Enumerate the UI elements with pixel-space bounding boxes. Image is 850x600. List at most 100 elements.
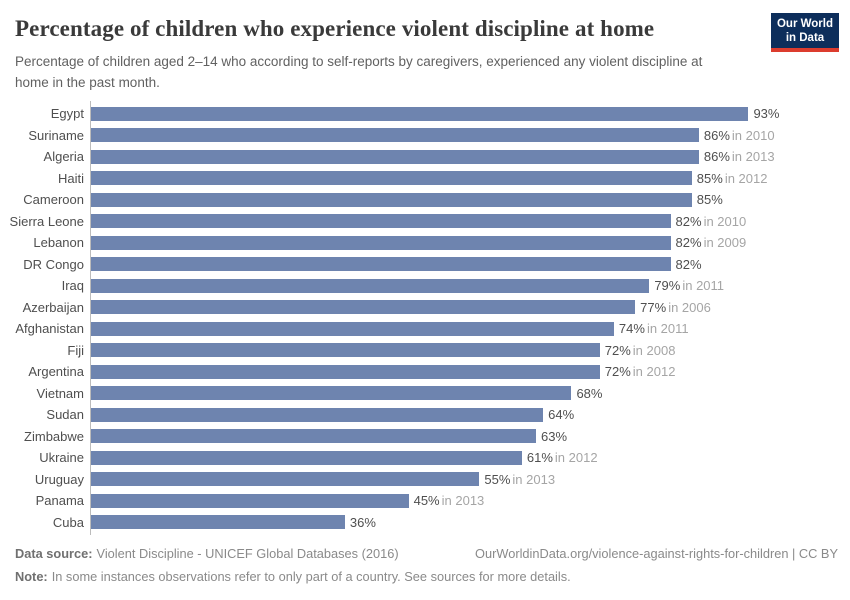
value-label: 82%: [675, 213, 702, 229]
value-label: 61%: [526, 450, 553, 466]
year-label: in 2012: [554, 450, 598, 466]
bar: [90, 364, 600, 379]
country-label: Uruguay: [34, 471, 84, 487]
table-row: Panama 45% in 2013: [0, 490, 850, 512]
bar: [90, 214, 671, 229]
y-axis-line: [90, 101, 91, 535]
country-label: Argentina: [28, 364, 84, 380]
country-label: Egypt: [50, 106, 84, 122]
value-label: 79%: [654, 278, 681, 294]
country-label: Lebanon: [33, 235, 84, 251]
year-label: in 2011: [682, 278, 725, 294]
value-label: 85%: [696, 192, 723, 208]
country-label: Algeria: [43, 149, 84, 165]
value-label: 36%: [349, 514, 376, 530]
value-label: 55%: [484, 471, 511, 487]
country-label: Cameroon: [23, 192, 84, 208]
page-title: Percentage of children who experience vi…: [15, 16, 655, 41]
chart-rows: Egypt 93% Suriname 86% in 2010 Algeria 8…: [0, 101, 850, 535]
bar: [90, 257, 671, 272]
bar: [90, 128, 699, 143]
bar-chart: Egypt 93% Suriname 86% in 2010 Algeria 8…: [0, 101, 850, 535]
year-label: in 2008: [632, 342, 676, 358]
value-label: 64%: [548, 407, 575, 423]
bar: [90, 171, 692, 186]
country-label: Haiti: [57, 170, 84, 186]
value-label: 82%: [675, 235, 702, 251]
table-row: Azerbaijan 77% in 2006: [0, 297, 850, 319]
year-label: in 2013: [441, 493, 485, 509]
bar: [90, 472, 480, 487]
value-label: 74%: [618, 321, 645, 337]
country-label: Cuba: [52, 514, 84, 530]
table-row: Iraq 79% in 2011: [0, 275, 850, 297]
bar: [90, 235, 671, 250]
table-row: Cameroon 85%: [0, 189, 850, 211]
table-row: Argentina 72% in 2012: [0, 361, 850, 383]
year-label: in 2010: [703, 213, 747, 229]
year-label: in 2009: [703, 235, 747, 251]
value-label: 86%: [703, 127, 730, 143]
table-row: Ukraine 61% in 2012: [0, 447, 850, 469]
data-source: Data source: Violent Discipline - UNICEF …: [15, 545, 399, 562]
table-row: Haiti 85% in 2012: [0, 168, 850, 190]
table-row: Uruguay 55% in 2013: [0, 469, 850, 491]
value-label: 45%: [413, 493, 440, 509]
note-text: In some instances observations refer to …: [51, 569, 571, 584]
value-label: 93%: [753, 106, 780, 122]
country-label: Azerbaijan: [22, 299, 84, 315]
data-source-label: Data source:: [15, 546, 93, 561]
owid-logo-line1: Our World: [776, 18, 833, 30]
chart-subtitle: Percentage of children aged 2–14 who acc…: [15, 54, 703, 90]
table-row: Cuba 36%: [0, 512, 850, 534]
bar: [90, 386, 572, 401]
bar: [90, 149, 699, 164]
owid-logo-line2: in Data: [785, 32, 825, 44]
bar: [90, 429, 537, 444]
table-row: Suriname 86% in 2010: [0, 125, 850, 147]
country-label: DR Congo: [23, 256, 84, 272]
value-label: 72%: [604, 342, 631, 358]
table-row: Sierra Leone 82% in 2010: [0, 211, 850, 233]
owid-logo: Our World in Data: [771, 13, 839, 52]
year-label: in 2012: [724, 170, 768, 186]
chart-header: Percentage of children who experience vi…: [15, 14, 755, 93]
value-label: 72%: [604, 364, 631, 380]
country-label: Ukraine: [39, 450, 84, 466]
country-label: Panama: [35, 493, 84, 509]
bar: [90, 450, 522, 465]
country-label: Sudan: [46, 407, 84, 423]
table-row: Zimbabwe 63%: [0, 426, 850, 448]
country-label: Vietnam: [36, 385, 84, 401]
table-row: Fiji 72% in 2008: [0, 340, 850, 362]
bar: [90, 515, 345, 530]
country-label: Iraq: [61, 278, 84, 294]
note-label: Note:: [15, 569, 48, 584]
value-label: 77%: [640, 299, 667, 315]
bar: [90, 106, 749, 121]
value-label: 82%: [675, 256, 702, 272]
country-label: Zimbabwe: [24, 428, 84, 444]
table-row: Algeria 86% in 2013: [0, 146, 850, 168]
chart-footer: Data source: Violent Discipline - UNICEF …: [15, 545, 838, 585]
data-source-text: Violent Discipline - UNICEF Global Datab…: [96, 546, 399, 561]
country-label: Afghanistan: [15, 321, 84, 337]
country-label: Sierra Leone: [9, 213, 84, 229]
table-row: Lebanon 82% in 2009: [0, 232, 850, 254]
bar: [90, 321, 614, 336]
country-label: Suriname: [28, 127, 84, 143]
year-label: in 2013: [731, 149, 775, 165]
table-row: Sudan 64%: [0, 404, 850, 426]
year-label: in 2011: [646, 321, 689, 337]
year-label: in 2012: [632, 364, 676, 380]
year-label: in 2013: [512, 471, 556, 487]
value-label: 63%: [541, 428, 568, 444]
table-row: DR Congo 82%: [0, 254, 850, 276]
country-label: Fiji: [67, 342, 84, 358]
bar: [90, 343, 600, 358]
footer-source-line: Data source: Violent Discipline - UNICEF …: [15, 545, 838, 562]
table-row: Afghanistan 74% in 2011: [0, 318, 850, 340]
value-label: 86%: [703, 149, 730, 165]
value-label: 85%: [696, 170, 723, 186]
value-label: 68%: [576, 385, 603, 401]
